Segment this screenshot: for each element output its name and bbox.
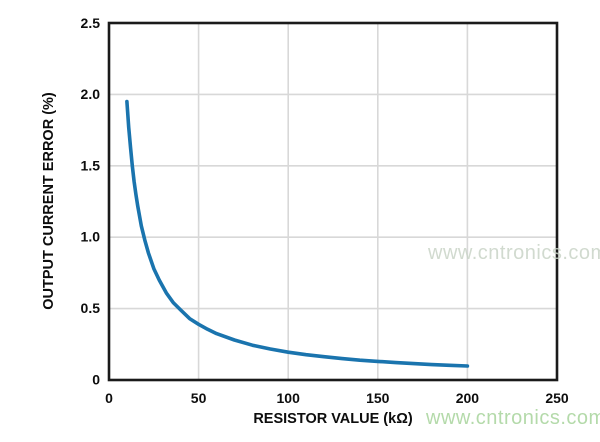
- y-axis-title: OUTPUT CURRENT ERROR (%): [41, 92, 57, 310]
- y-tick-label: 1.5: [81, 157, 101, 173]
- x-tick-label: 250: [545, 390, 569, 406]
- data-curve: [125, 99, 470, 368]
- x-tick-label: 150: [366, 390, 390, 406]
- x-tick-label: 100: [277, 390, 301, 406]
- watermark-bottom-right: www.cntronics.com: [425, 407, 600, 429]
- x-tick-label: 200: [456, 390, 480, 406]
- y-tick-label: 0: [92, 372, 100, 388]
- x-tick-label: 0: [105, 390, 113, 406]
- y-tick-label: 2.5: [81, 15, 101, 31]
- y-tick-labels: 0 0.5 1.0 1.5 2.0 2.5: [81, 15, 101, 388]
- plot-frame: [107, 21, 559, 382]
- y-tick-label: 0.5: [81, 300, 101, 316]
- x-axis-title: RESISTOR VALUE (kΩ): [253, 411, 413, 427]
- y-tick-label: 1.0: [81, 229, 101, 245]
- x-tick-label: 50: [191, 390, 207, 406]
- y-tick-label: 2.0: [81, 86, 101, 102]
- x-tick-labels: 0 50 100 150 200 250: [105, 390, 569, 406]
- error-curve: [125, 99, 470, 368]
- watermark-mid-right: www.cntronics.com: [427, 242, 600, 264]
- gridlines: [109, 23, 557, 380]
